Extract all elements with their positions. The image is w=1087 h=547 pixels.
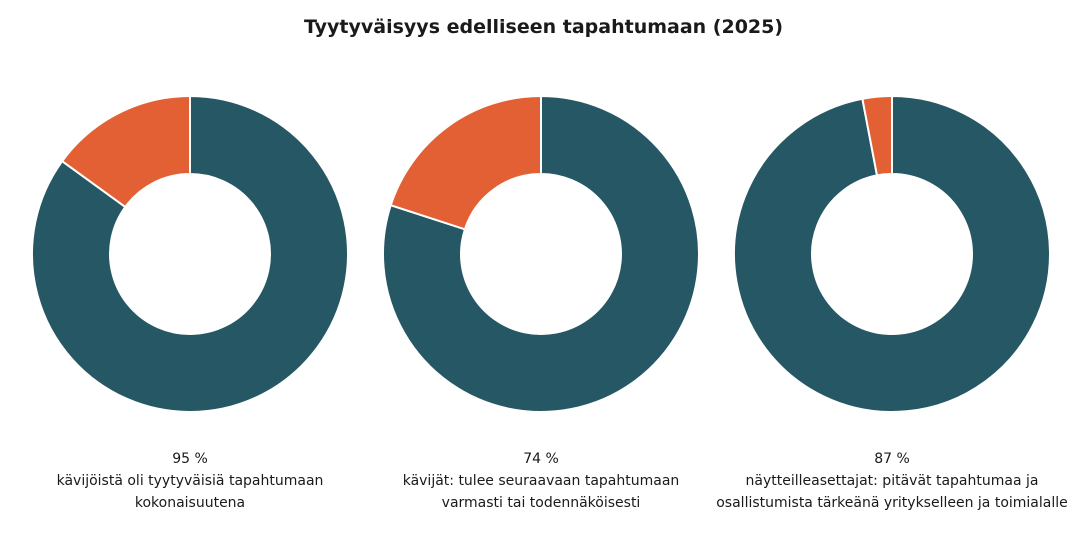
caption-3: 87 % näytteilleasettajat: pitävät tapaht… bbox=[712, 448, 1072, 514]
caption-1-text: kävijöistä oli tyytyväisiä tapahtumaan k… bbox=[56, 473, 324, 511]
donut-1-slice-1 bbox=[31, 94, 349, 413]
caption-3-percent: 87 % bbox=[874, 451, 910, 467]
donut-3-slice-1 bbox=[733, 94, 1051, 413]
caption-2-text: kävijät: tulee seuraavaan tapahtumaan va… bbox=[402, 473, 680, 511]
caption-2-percent: 74 % bbox=[523, 451, 559, 467]
caption-2: 74 % kävijät: tulee seuraavaan tapahtuma… bbox=[376, 448, 706, 514]
donut-2-slice-1 bbox=[382, 94, 700, 413]
donut-1-slice-2 bbox=[60, 94, 191, 209]
donut-2-slice-2 bbox=[389, 94, 542, 231]
caption-3-text: näytteilleasettajat: pitävät tapahtumaa … bbox=[716, 473, 1068, 511]
donut-3-slice-2 bbox=[861, 94, 893, 177]
caption-1-percent: 95 % bbox=[172, 451, 208, 467]
caption-1: 95 % kävijöistä oli tyytyväisiä tapahtum… bbox=[25, 448, 355, 514]
chart-title: Tyytyväisyys edelliseen tapahtumaan (202… bbox=[303, 16, 784, 38]
